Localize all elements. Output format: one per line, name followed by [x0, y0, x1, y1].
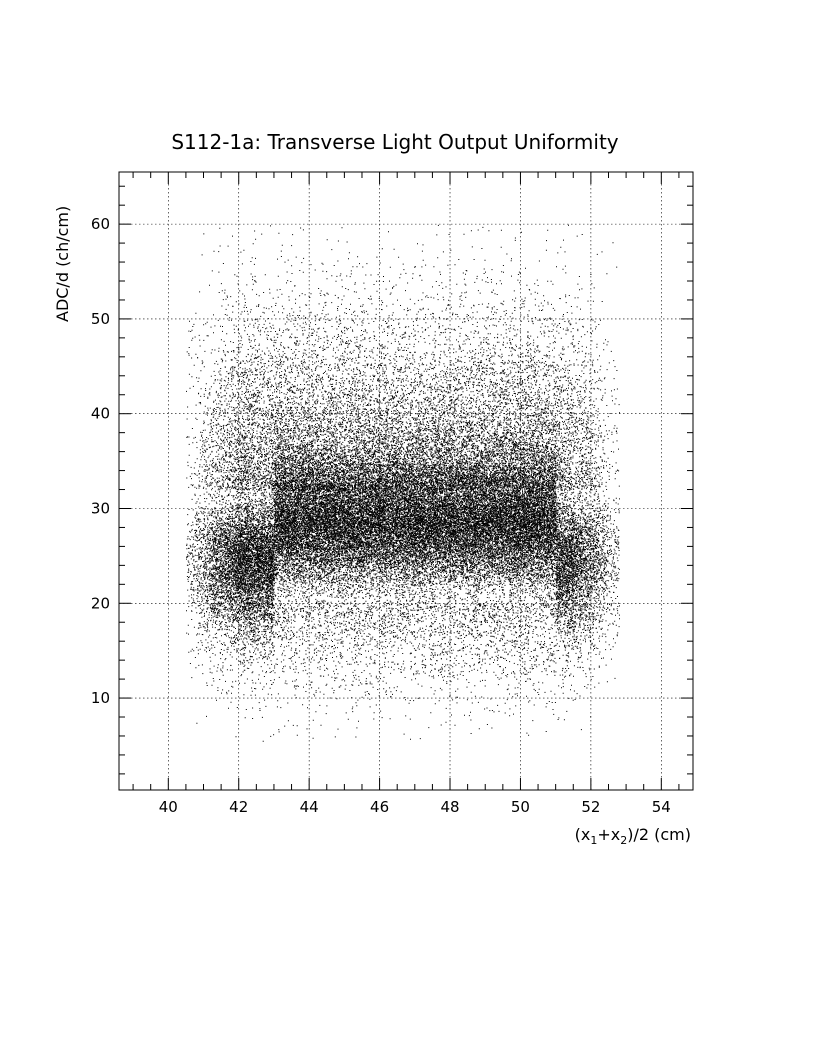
scatter-point-cluster — [190, 229, 620, 740]
x-tick-label: 44 — [300, 798, 319, 816]
scatter-point-cluster — [186, 230, 619, 734]
y-tick-label: 30 — [91, 499, 110, 517]
x-axis-label-part-3: )/2 (cm) — [627, 825, 691, 844]
x-axis-tick-labels: 40 42 44 46 48 50 52 54 — [159, 798, 671, 816]
x-tick-label: 46 — [370, 798, 389, 816]
axis-ticks — [119, 172, 693, 790]
x-tick-label: 48 — [440, 798, 459, 816]
y-axis-tick-labels: 10 20 30 40 50 60 — [91, 215, 110, 707]
scatter-point-cluster — [186, 227, 620, 731]
x-tick-label: 54 — [652, 798, 671, 816]
x-tick-label: 50 — [511, 798, 530, 816]
x-tick-label: 42 — [229, 798, 248, 816]
x-axis-label: (x1+x2)/2 (cm) — [575, 825, 691, 847]
y-axis-label: ADC/d (ch/cm) — [53, 206, 72, 322]
y-tick-label: 20 — [91, 594, 110, 612]
x-tick-label: 52 — [581, 798, 600, 816]
scatter-point-cluster — [186, 229, 620, 731]
chart-title: S112-1a: Transverse Light Output Uniform… — [171, 130, 618, 154]
x-axis-label-subscript-2: 2 — [620, 834, 627, 847]
x-axis-label-part-1: (x — [575, 825, 591, 844]
x-tick-label: 40 — [159, 798, 178, 816]
scatter-point-cluster — [186, 227, 620, 736]
plot-frame — [118, 171, 694, 791]
x-axis-label-subscript-1: 1 — [590, 834, 597, 847]
data-points — [186, 224, 620, 742]
y-tick-label: 40 — [91, 405, 110, 423]
y-tick-label: 50 — [91, 310, 110, 328]
y-tick-label: 10 — [91, 689, 110, 707]
x-axis-label-part-2: +x — [597, 825, 620, 844]
y-tick-label: 60 — [91, 215, 110, 233]
